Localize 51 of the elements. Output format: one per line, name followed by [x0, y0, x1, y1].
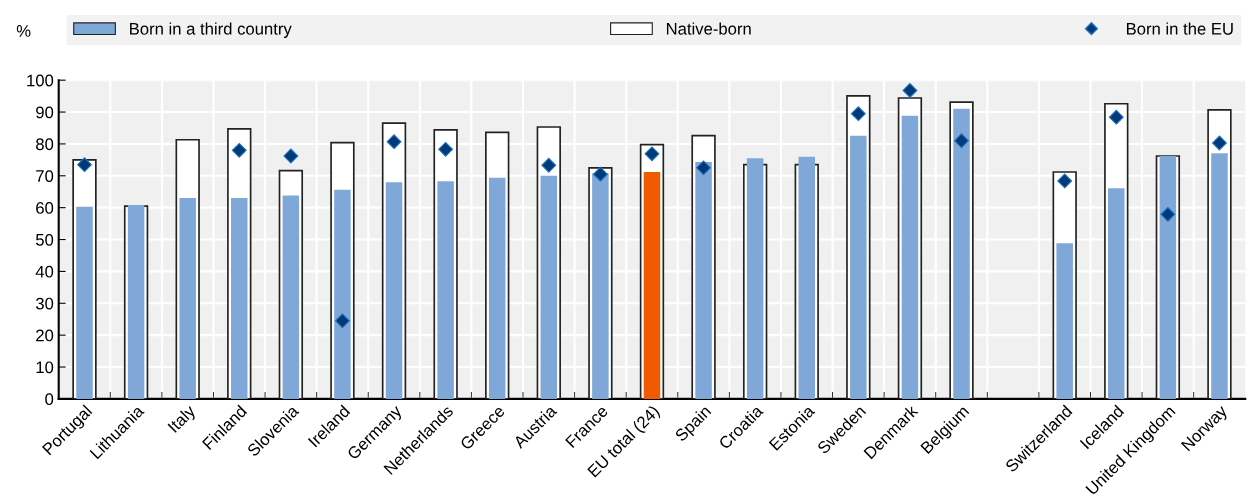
bar: [695, 162, 712, 399]
y-tick-label: 80: [36, 138, 54, 151]
y-tick-label: 50: [35, 233, 54, 246]
legend-label: Born in the EU: [1126, 22, 1233, 35]
y-tick-label: 0: [45, 393, 54, 406]
point: [283, 148, 299, 164]
legend-label: Born in a third country: [130, 22, 292, 39]
point: [592, 166, 608, 182]
bar: [643, 171, 661, 399]
x-tick-label: Italy: [167, 403, 199, 436]
y-tick-label: 70: [36, 170, 54, 182]
bar: [437, 181, 454, 399]
bar: [746, 158, 764, 399]
y-tick-label: 20: [36, 329, 54, 342]
point: [77, 157, 92, 173]
point: [1212, 135, 1227, 151]
y-tick-label: 60: [36, 202, 54, 214]
bar: [540, 175, 558, 399]
y-axis-title: %: [16, 25, 31, 37]
y-tick-label: 10: [36, 361, 54, 374]
bar: [179, 198, 196, 399]
bar: [76, 206, 93, 399]
bar: [1056, 243, 1073, 399]
point: [335, 313, 350, 329]
point: [438, 141, 454, 157]
point: [541, 157, 557, 173]
bar: [385, 182, 403, 399]
y-tick-label: 30: [35, 297, 54, 310]
bar: [901, 115, 919, 399]
bar: [1211, 153, 1228, 399]
bar: [798, 156, 815, 399]
point: [850, 106, 866, 122]
y-tick-label: 100: [27, 74, 54, 87]
bar: [488, 177, 506, 399]
bar: [850, 135, 867, 399]
bar: [1108, 188, 1125, 399]
point: [696, 160, 711, 176]
bar: [334, 189, 351, 399]
point: [1108, 109, 1124, 125]
point: [386, 134, 402, 150]
point: [1160, 206, 1176, 222]
bar: [282, 195, 300, 399]
legend-label: Native-born: [666, 22, 751, 35]
point: [1057, 173, 1073, 189]
point: [231, 142, 247, 158]
point: [644, 146, 660, 162]
point: [954, 133, 969, 149]
y-tick-label: 40: [35, 265, 54, 278]
bar: [231, 198, 248, 399]
point: [902, 82, 918, 98]
y-tick-label: 90: [36, 106, 54, 119]
